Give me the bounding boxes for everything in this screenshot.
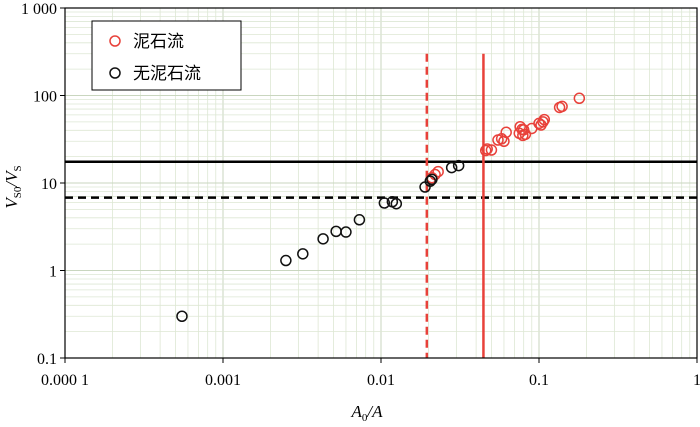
- legend-box: [91, 20, 242, 91]
- reference-lines: [65, 53, 697, 358]
- data-point-no-debris-flow: [280, 254, 292, 267]
- x-tick-label: 1: [693, 372, 700, 389]
- data-point-debris-flow: [500, 126, 512, 139]
- legend-label-debris-flow: 泥石流: [133, 32, 184, 52]
- y-tick-label: 1: [49, 264, 57, 281]
- data-point-debris-flow: [479, 144, 492, 157]
- y-axis-title: VS0/VS: [2, 165, 24, 208]
- data-point-debris-flow: [481, 143, 493, 155]
- data-point-no-debris-flow: [445, 161, 458, 174]
- legend-marker-no-debris-flow: [109, 67, 121, 79]
- data-point-no-debris-flow: [353, 214, 366, 226]
- x-tick-label: 0.01: [367, 372, 395, 389]
- data-point-no-debris-flow: [390, 197, 403, 210]
- x-tick-label: 0.001: [205, 372, 241, 389]
- x-tick-label: 0.000 1: [41, 372, 89, 389]
- x-axis-title: A0/A: [351, 402, 384, 424]
- y-tick-label: 10: [41, 176, 57, 193]
- data-point-no-debris-flow: [424, 175, 437, 187]
- data-point-debris-flow: [519, 128, 532, 141]
- data-point-debris-flow: [538, 113, 551, 126]
- data-point-no-debris-flow: [378, 197, 391, 209]
- data-point-debris-flow: [556, 100, 568, 113]
- legend-marker-debris-flow: [109, 35, 121, 47]
- data-point-debris-flow: [432, 165, 444, 178]
- x-tick-label: 0.1: [529, 372, 549, 389]
- data-point-debris-flow: [485, 144, 498, 156]
- legend-label-no-debris-flow: 无泥石流: [133, 64, 201, 84]
- legend: 泥石流 无泥石流: [91, 20, 242, 91]
- data-point-no-debris-flow: [317, 233, 329, 245]
- data-point-no-debris-flow: [452, 159, 465, 172]
- axis-ticks: 0.000 1 0.001 0.01 0.1 1 0.1 1 10 100 1 000: [21, 1, 700, 389]
- data-point-no-debris-flow: [340, 226, 352, 238]
- data-points: [176, 92, 586, 323]
- data-point-no-debris-flow: [297, 248, 309, 260]
- y-tick-label: 0.1: [37, 351, 57, 368]
- data-point-no-debris-flow: [176, 310, 188, 323]
- y-tick-label: 1 000: [21, 1, 57, 18]
- data-point-no-debris-flow: [426, 173, 438, 186]
- y-tick-label: 100: [33, 89, 57, 106]
- data-point-debris-flow: [573, 92, 586, 105]
